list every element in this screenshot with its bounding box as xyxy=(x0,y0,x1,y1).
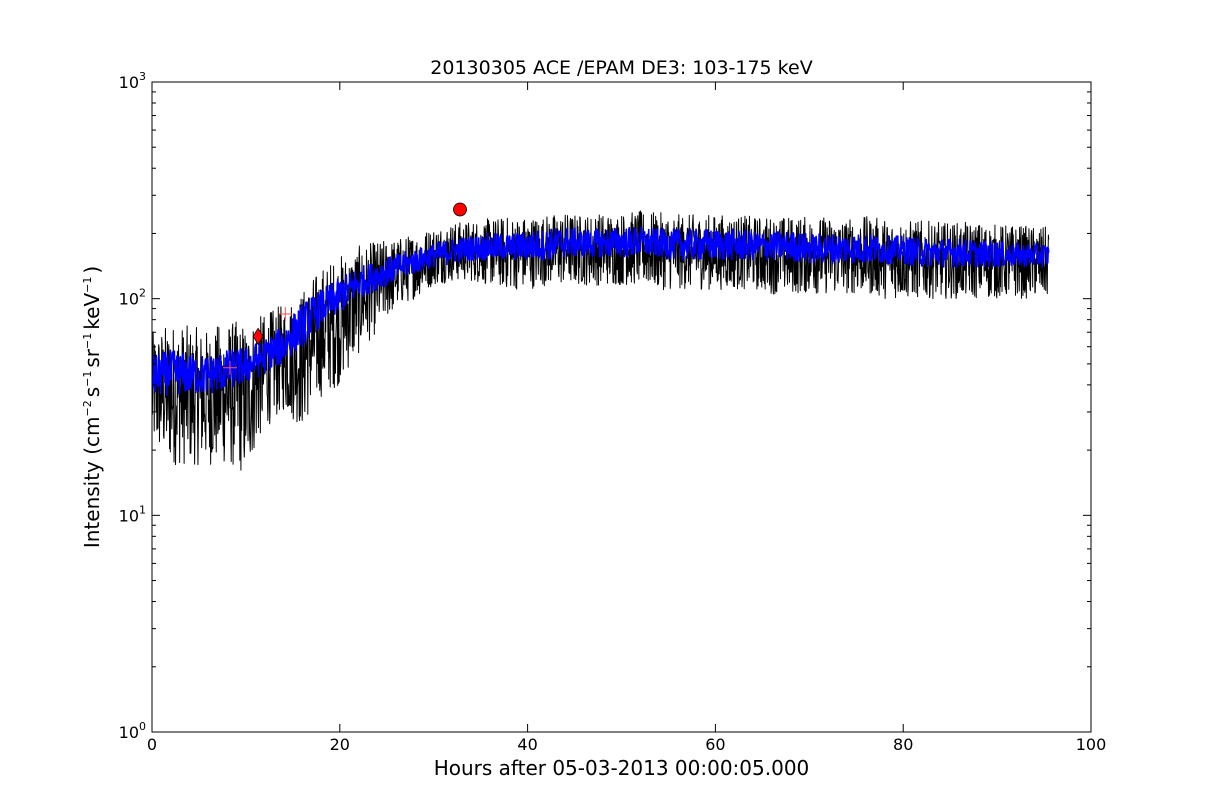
series-line-blue xyxy=(152,226,1050,397)
x-tick-label: 60 xyxy=(705,735,725,754)
y-tick-label: 103 xyxy=(119,70,146,92)
y-axis-label-sup: −1 xyxy=(81,333,94,349)
series-layer xyxy=(152,210,1050,471)
x-axis-label: Hours after 05-03-2013 00:00:05.000 xyxy=(434,756,810,780)
y-tick-label: 100 xyxy=(119,720,146,742)
y-axis-label-prefix: Intensity (cm xyxy=(80,416,104,548)
x-tick-label: 20 xyxy=(330,735,350,754)
plot-frame xyxy=(151,81,1092,733)
marker-layer xyxy=(222,202,467,375)
y-tick-label: 101 xyxy=(119,503,146,525)
y-axis-label-suffix: ) xyxy=(80,266,104,274)
ticks-layer: 0 20 40 60 80 100 100 101 102 103 xyxy=(119,70,1107,754)
x-tick-label: 100 xyxy=(1076,735,1107,754)
y-axis-label: Intensity (cm−2s−1sr−1keV−1) xyxy=(80,266,104,548)
marker-plus xyxy=(278,306,293,321)
chart-title: 20130305 ACE /EPAM DE3: 103-175 keV xyxy=(430,57,812,79)
x-tick-label: 40 xyxy=(517,735,537,754)
x-tick-label: 0 xyxy=(147,735,157,754)
y-axis-label-part: sr xyxy=(80,348,104,367)
x-tick-label: 80 xyxy=(893,735,913,754)
marker-plus xyxy=(222,360,237,375)
marker-diamond xyxy=(252,327,264,346)
y-axis-label-sup: −2 xyxy=(81,400,94,416)
y-axis-label-sup: −1 xyxy=(81,277,94,293)
y-axis-label-sup: −1 xyxy=(81,371,94,387)
y-axis-label-part: keV xyxy=(80,293,104,330)
y-axis-label-part: s xyxy=(80,387,104,397)
marker-circle xyxy=(453,202,467,217)
y-tick-label: 102 xyxy=(119,287,146,309)
